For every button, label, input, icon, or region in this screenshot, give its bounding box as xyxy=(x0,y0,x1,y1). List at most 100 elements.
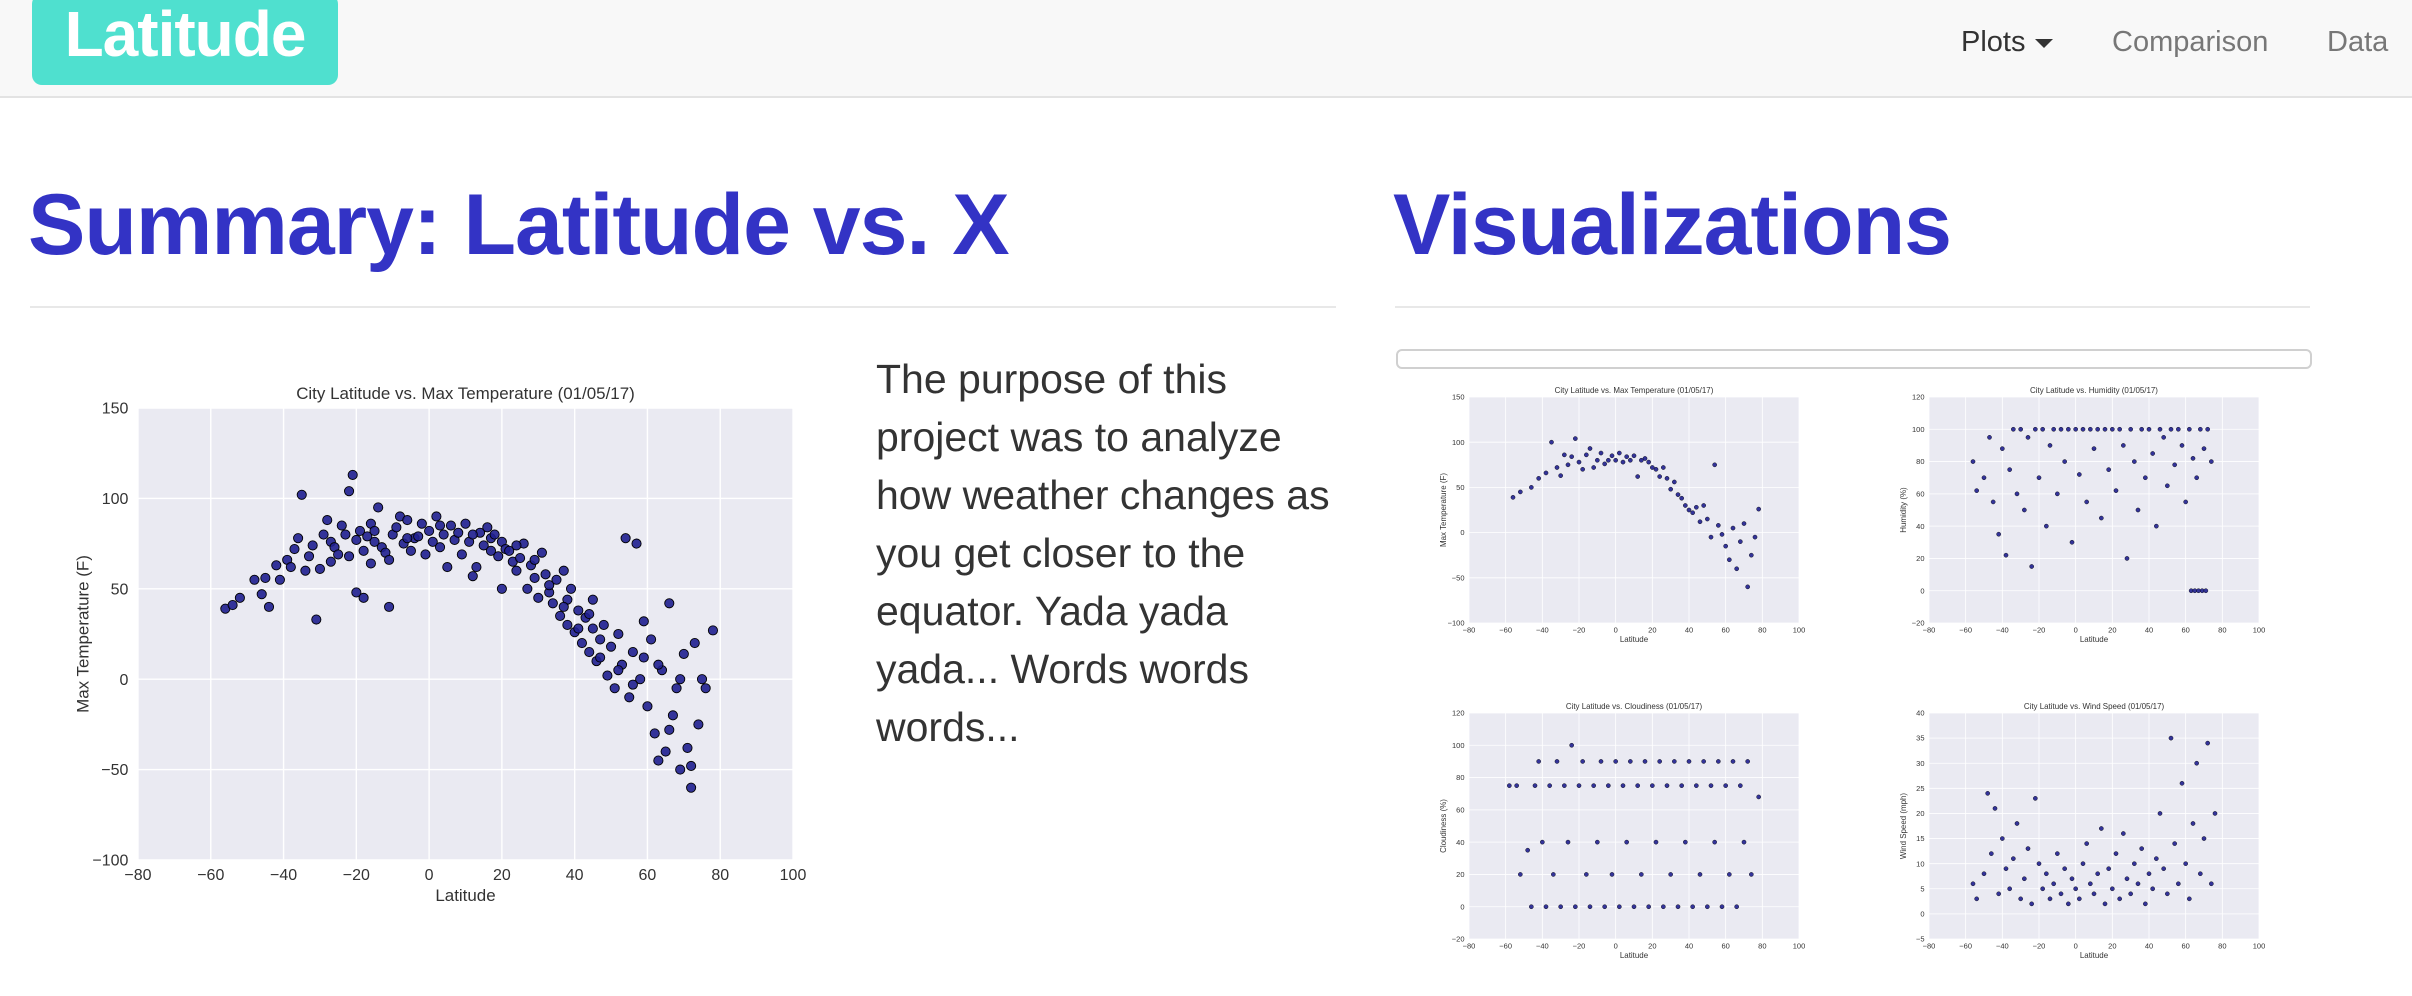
data-point xyxy=(613,665,624,676)
data-point xyxy=(1598,759,1604,764)
main-temperature-scatter-chart: −80 −60 −40 −20 0 20 40 60 80 100 −100 −50 0 50 100 150… xyxy=(73,384,806,905)
data-point xyxy=(1730,759,1736,764)
y-tick-label: 10 xyxy=(1916,859,1924,868)
data-point xyxy=(2095,426,2100,432)
y-tick-label: 40 xyxy=(1916,522,1924,531)
data-point xyxy=(340,529,351,540)
x-tick-label: 40 xyxy=(2145,625,2153,634)
data-point xyxy=(1609,872,1615,877)
data-point xyxy=(358,545,369,556)
data-point xyxy=(1587,446,1593,451)
y-tick-label: 0 xyxy=(1920,586,1924,595)
x-tick-label: 100 xyxy=(2253,625,2266,634)
data-point xyxy=(1565,839,1571,845)
data-point xyxy=(2201,446,2207,451)
data-point xyxy=(2139,846,2144,851)
thumbnail-wind-speed-chart[interactable]: −80 −60 −40 −20 0 20 40 60 80 100 −5 0 5 10 15 20 25 30 35… xyxy=(1885,698,2275,968)
y-tick-label: 60 xyxy=(1456,805,1464,814)
data-point xyxy=(2113,488,2119,493)
data-point xyxy=(496,583,507,594)
data-point xyxy=(1635,474,1640,479)
data-point xyxy=(2077,472,2082,477)
data-point xyxy=(624,692,635,703)
data-point xyxy=(2073,426,2078,432)
carousel-indicator-bar[interactable] xyxy=(1396,349,2312,369)
data-point xyxy=(2110,426,2115,432)
data-point xyxy=(1701,503,1706,508)
y-tick-label: −20 xyxy=(1452,935,1465,944)
data-point xyxy=(1562,783,1567,788)
data-point xyxy=(2066,426,2071,432)
data-point xyxy=(2025,435,2031,440)
x-tick-label: −40 xyxy=(1996,625,2009,634)
data-point xyxy=(1996,531,2001,537)
data-point xyxy=(1617,904,1622,910)
nav-data-link[interactable]: Data xyxy=(2327,26,2389,58)
brand-logo[interactable]: Latitude xyxy=(32,0,338,85)
data-point xyxy=(2194,475,2199,481)
data-point xyxy=(1727,557,1732,563)
data-point xyxy=(631,538,642,549)
data-point xyxy=(2157,426,2163,432)
x-axis-label: Latitude xyxy=(435,886,495,905)
thumbnail-cloudiness-chart[interactable]: −80 −60 −40 −20 0 20 40 60 80 100 −20 0 20 40 60 80 100 1… xyxy=(1425,698,1815,968)
data-point xyxy=(573,623,584,634)
thumbnail-temperature-chart[interactable]: −80 −60 −40 −20 0 20 40 60 80 100 −100 −50 0 50 100 150… xyxy=(1425,382,1815,652)
data-point xyxy=(2029,901,2034,907)
data-point xyxy=(2168,735,2174,741)
data-point xyxy=(620,533,631,544)
y-axis-label: Max Temperature (F) xyxy=(1439,473,1448,547)
thumbnail-humidity-chart[interactable]: −80 −60 −40 −20 0 20 40 60 80 100 −20 0 20 40 60 80 100 1… xyxy=(1885,382,2275,652)
y-tick-label: 0 xyxy=(1460,528,1464,537)
data-point xyxy=(1624,839,1629,845)
data-point xyxy=(1981,871,1987,877)
y-tick-label: 20 xyxy=(1916,554,1924,563)
data-point xyxy=(2062,866,2067,871)
data-point xyxy=(1620,783,1626,788)
data-point xyxy=(1646,459,1651,465)
data-point xyxy=(2091,446,2097,451)
data-point xyxy=(653,755,664,766)
data-point xyxy=(1738,783,1743,788)
data-point xyxy=(2161,435,2166,440)
data-point xyxy=(391,522,402,533)
data-point xyxy=(2209,881,2214,887)
x-tick-label: −80 xyxy=(1923,625,1936,634)
y-tick-label: 150 xyxy=(102,401,129,418)
y-axis-label: Humidity (%) xyxy=(1899,487,1908,533)
data-point xyxy=(405,545,416,556)
data-point xyxy=(2011,426,2016,432)
data-point xyxy=(2117,896,2122,902)
y-axis-label: Cloudiness (%) xyxy=(1439,799,1448,853)
data-point xyxy=(2062,459,2067,464)
nav-plots-dropdown[interactable]: Plots xyxy=(1961,26,2054,59)
y-tick-label: 40 xyxy=(1456,838,1464,847)
data-point xyxy=(1628,457,1633,463)
x-tick-label: 0 xyxy=(1614,625,1618,634)
data-point xyxy=(1558,473,1563,478)
y-tick-label: −100 xyxy=(1448,619,1465,628)
data-point xyxy=(587,594,598,605)
data-point xyxy=(2055,851,2060,856)
data-point xyxy=(1970,459,1976,464)
x-tick-label: 80 xyxy=(1758,941,1766,950)
data-point xyxy=(1985,791,1990,796)
data-point xyxy=(1650,465,1655,470)
x-tick-label: 20 xyxy=(1648,941,1656,950)
nav-comparison-link[interactable]: Comparison xyxy=(2112,26,2269,58)
y-tick-label: 20 xyxy=(1916,809,1924,818)
data-point xyxy=(1584,872,1589,877)
data-point xyxy=(627,647,638,658)
visualizations-title: Visualizations xyxy=(1393,177,1952,273)
data-point xyxy=(2113,851,2119,856)
data-point xyxy=(558,565,569,576)
data-point xyxy=(2106,866,2111,871)
data-point xyxy=(1697,519,1703,525)
data-point xyxy=(260,572,271,584)
data-point xyxy=(1701,759,1706,764)
x-tick-label: 80 xyxy=(1758,625,1766,634)
data-point xyxy=(2150,451,2155,456)
y-tick-label: 15 xyxy=(1916,834,1924,843)
data-point xyxy=(2212,811,2218,816)
data-point xyxy=(1708,783,1714,788)
